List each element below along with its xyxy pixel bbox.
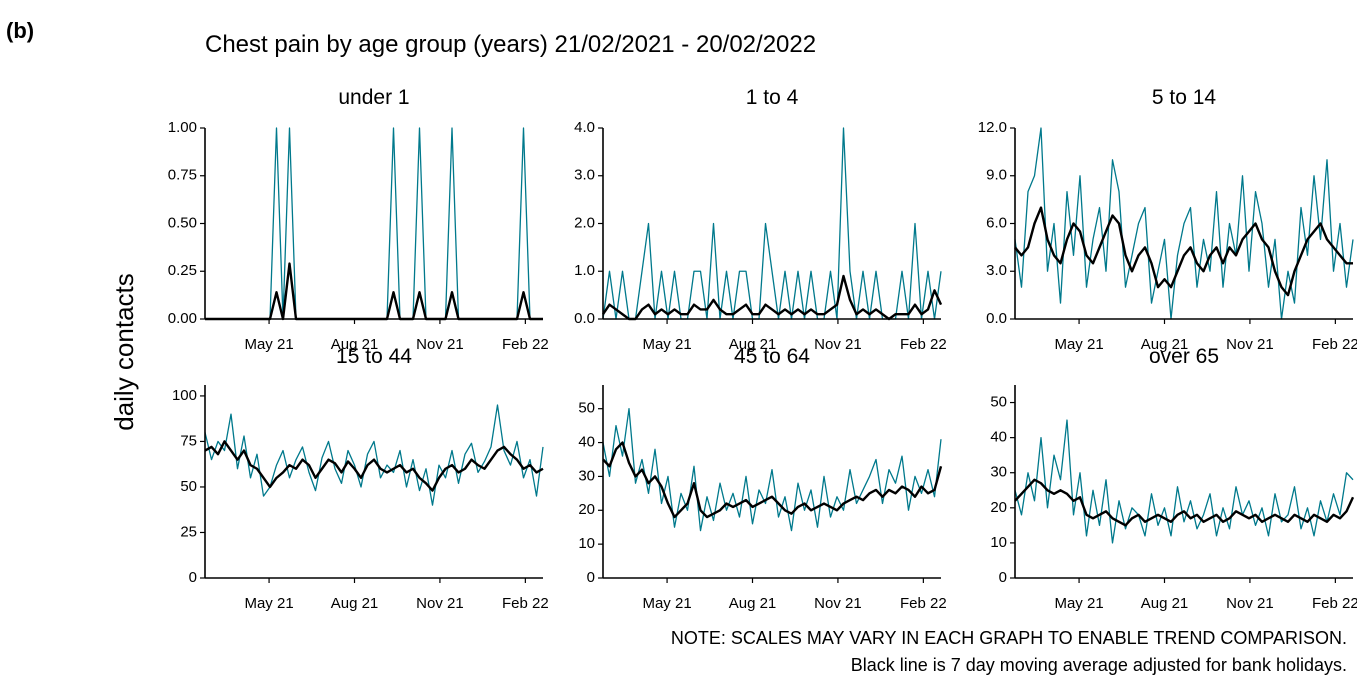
data-line (602, 441, 943, 519)
x-tick-label: Feb 22 (900, 595, 947, 612)
y-tick-label: 1.00 (168, 119, 197, 136)
data-line (204, 404, 544, 506)
x-tick-label: Feb 22 (502, 595, 549, 612)
y-tick-label: 50 (180, 478, 197, 495)
panel-title: 15 to 44 (336, 345, 412, 368)
data-line (1014, 478, 1355, 527)
x-tick-label: May 21 (1054, 336, 1103, 353)
note: NOTE: SCALES MAY VARY IN EACH GRAPH TO E… (671, 628, 1347, 648)
y-tick-label: 0.50 (168, 214, 197, 231)
y-tick-label: 0 (999, 569, 1007, 586)
y-tick-label: 0.00 (168, 310, 197, 327)
panel-title: 5 to 14 (1152, 86, 1217, 109)
figure-title: Chest pain by age group (years) 21/02/20… (205, 31, 816, 58)
y-tick-label: 40 (990, 429, 1007, 446)
x-tick-label: Feb 22 (900, 336, 947, 353)
y-tick-label: 0.0 (574, 310, 595, 327)
x-tick-label: Nov 21 (1226, 336, 1274, 353)
y-tick-label: 25 (180, 523, 197, 540)
x-tick-label: Nov 21 (416, 336, 464, 353)
data-line (602, 408, 942, 532)
y-tick-label: 6.0 (986, 214, 1007, 231)
y-tick-label: 0.25 (168, 262, 197, 279)
y-tick-label: 0.75 (168, 167, 197, 184)
x-tick-label: Feb 22 (1312, 336, 1357, 353)
data-line (205, 262, 543, 321)
panel-title: under 1 (338, 86, 409, 109)
y-tick-label: 100 (172, 387, 197, 404)
x-tick-label: Aug 21 (331, 595, 379, 612)
x-tick-label: May 21 (244, 595, 293, 612)
y-tick-label: 10 (578, 535, 595, 552)
y-tick-label: 2.0 (574, 214, 595, 231)
y-tick-label: 3.0 (574, 167, 595, 184)
y-axis-label: daily contacts (109, 273, 139, 431)
data-line (1014, 206, 1353, 297)
y-tick-label: 1.0 (574, 262, 595, 279)
y-tick-label: 50 (578, 400, 595, 417)
panel-title: 45 to 64 (734, 345, 810, 368)
y-tick-label: 12.0 (978, 119, 1007, 136)
panel-title: over 65 (1149, 345, 1219, 368)
x-tick-label: Feb 22 (1312, 595, 1357, 612)
figure-label: (b) (6, 18, 34, 43)
x-tick-label: Nov 21 (1226, 595, 1274, 612)
x-tick-label: May 21 (244, 336, 293, 353)
y-tick-label: 40 (578, 434, 595, 451)
y-tick-label: 75 (180, 432, 197, 449)
y-tick-label: 0 (189, 569, 197, 586)
data-line (602, 127, 942, 320)
x-tick-label: May 21 (642, 336, 691, 353)
y-tick-label: 20 (990, 499, 1007, 516)
x-tick-label: Nov 21 (814, 595, 862, 612)
y-tick-label: 4.0 (574, 119, 595, 136)
x-tick-label: Nov 21 (416, 595, 464, 612)
y-tick-label: 10 (990, 534, 1007, 551)
data-line (204, 440, 544, 492)
x-tick-label: Aug 21 (729, 595, 777, 612)
y-tick-label: 30 (578, 467, 595, 484)
y-tick-label: 9.0 (986, 167, 1007, 184)
y-tick-label: 50 (990, 394, 1007, 411)
panel-title: 1 to 4 (746, 86, 799, 109)
data-line (1014, 419, 1354, 544)
x-tick-label: Feb 22 (502, 336, 549, 353)
data-line (205, 127, 543, 320)
y-tick-label: 3.0 (986, 262, 1007, 279)
x-tick-label: Aug 21 (1141, 336, 1189, 353)
x-tick-label: May 21 (1054, 595, 1103, 612)
data-line (1014, 127, 1354, 320)
x-tick-label: Aug 21 (331, 336, 379, 353)
data-line (602, 274, 943, 321)
x-tick-label: May 21 (642, 595, 691, 612)
x-tick-label: Aug 21 (729, 336, 777, 353)
y-tick-label: 20 (578, 501, 595, 518)
x-tick-label: Aug 21 (1141, 595, 1189, 612)
y-tick-label: 30 (990, 464, 1007, 481)
note: Black line is 7 day moving average adjus… (851, 655, 1347, 675)
y-tick-label: 0 (587, 569, 595, 586)
y-tick-label: 0.0 (986, 310, 1007, 327)
x-tick-label: Nov 21 (814, 336, 862, 353)
